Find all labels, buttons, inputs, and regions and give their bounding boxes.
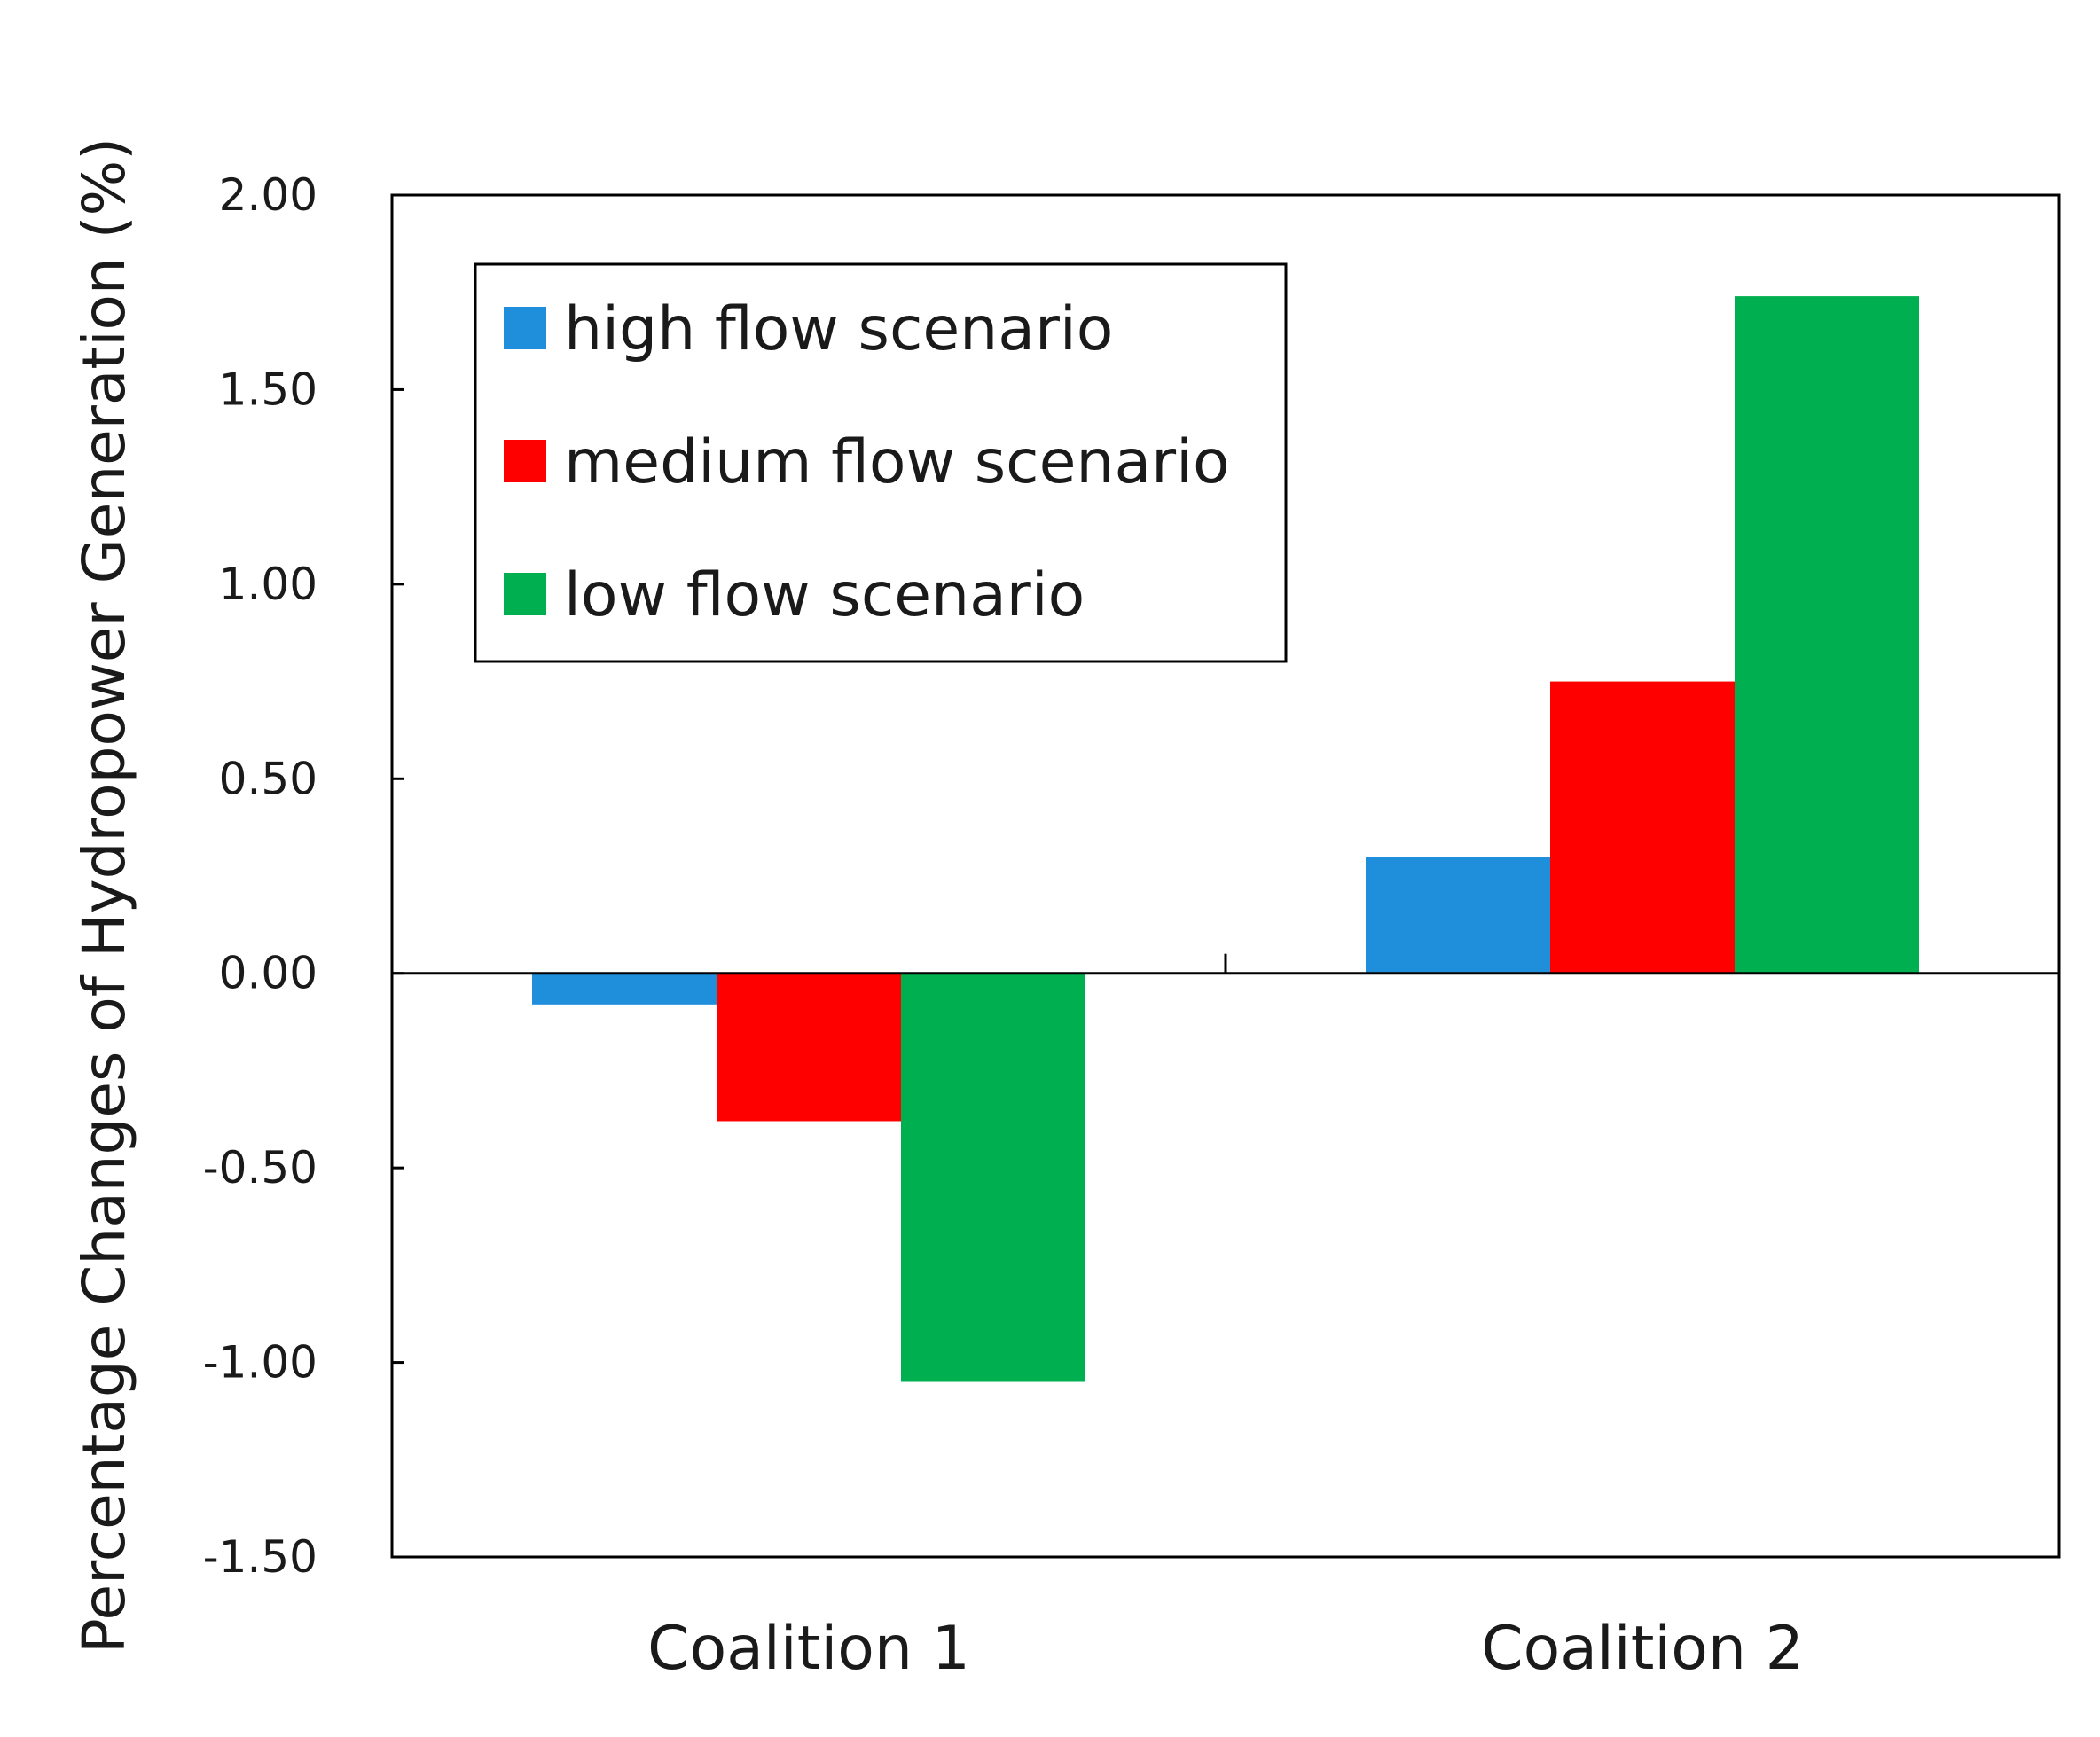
legend-label: high flow scenario [564, 294, 1113, 364]
y-axis-label: Percentage Changes of Hydropower Generat… [70, 137, 138, 1654]
bar-high-flow-scenario-coalition-1 [532, 973, 717, 1005]
legend-label: medium flow scenario [564, 427, 1230, 497]
legend-swatch [504, 573, 546, 615]
x-category-label: Coalition 2 [1481, 1614, 1804, 1684]
bar-medium-flow-scenario-coalition-1 [717, 973, 901, 1122]
y-tick-label: -0.50 [203, 1142, 317, 1193]
legend: high flow scenario medium flow scenario lo… [474, 262, 1288, 663]
plot-area-frame [390, 193, 2061, 1559]
legend-swatch [504, 440, 546, 482]
y-axis-ticks: 2.00 1.50 1.00 0.50 0.00 -0.50 -1.00 -1.50 [203, 169, 404, 1583]
bar-high-flow-scenario-coalition-2 [1366, 857, 1550, 974]
y-tick-label: 0.50 [219, 753, 317, 804]
legend-swatch [504, 307, 546, 349]
y-tick-label: -1.50 [203, 1531, 317, 1583]
legend-label: low flow scenario [564, 560, 1085, 630]
y-axis-label-group: Percentage Changes of Hydropower Generat… [70, 137, 138, 1654]
y-tick-label: 2.00 [219, 169, 317, 221]
y-tick-label: 1.50 [219, 364, 317, 415]
y-tick-label: -1.00 [203, 1337, 317, 1389]
bar-low-flow-scenario-coalition-1 [901, 973, 1085, 1382]
y-tick-label: 0.00 [219, 948, 317, 999]
bars [532, 296, 1919, 1382]
y-tick-label: 1.00 [219, 559, 317, 610]
legend-box [474, 262, 1288, 663]
x-category-label: Coalition 1 [647, 1614, 970, 1684]
bar-medium-flow-scenario-coalition-2 [1550, 681, 1735, 974]
x-axis-categories: Coalition 1 Coalition 2 [647, 1614, 1804, 1684]
bar-low-flow-scenario-coalition-2 [1735, 296, 1919, 974]
